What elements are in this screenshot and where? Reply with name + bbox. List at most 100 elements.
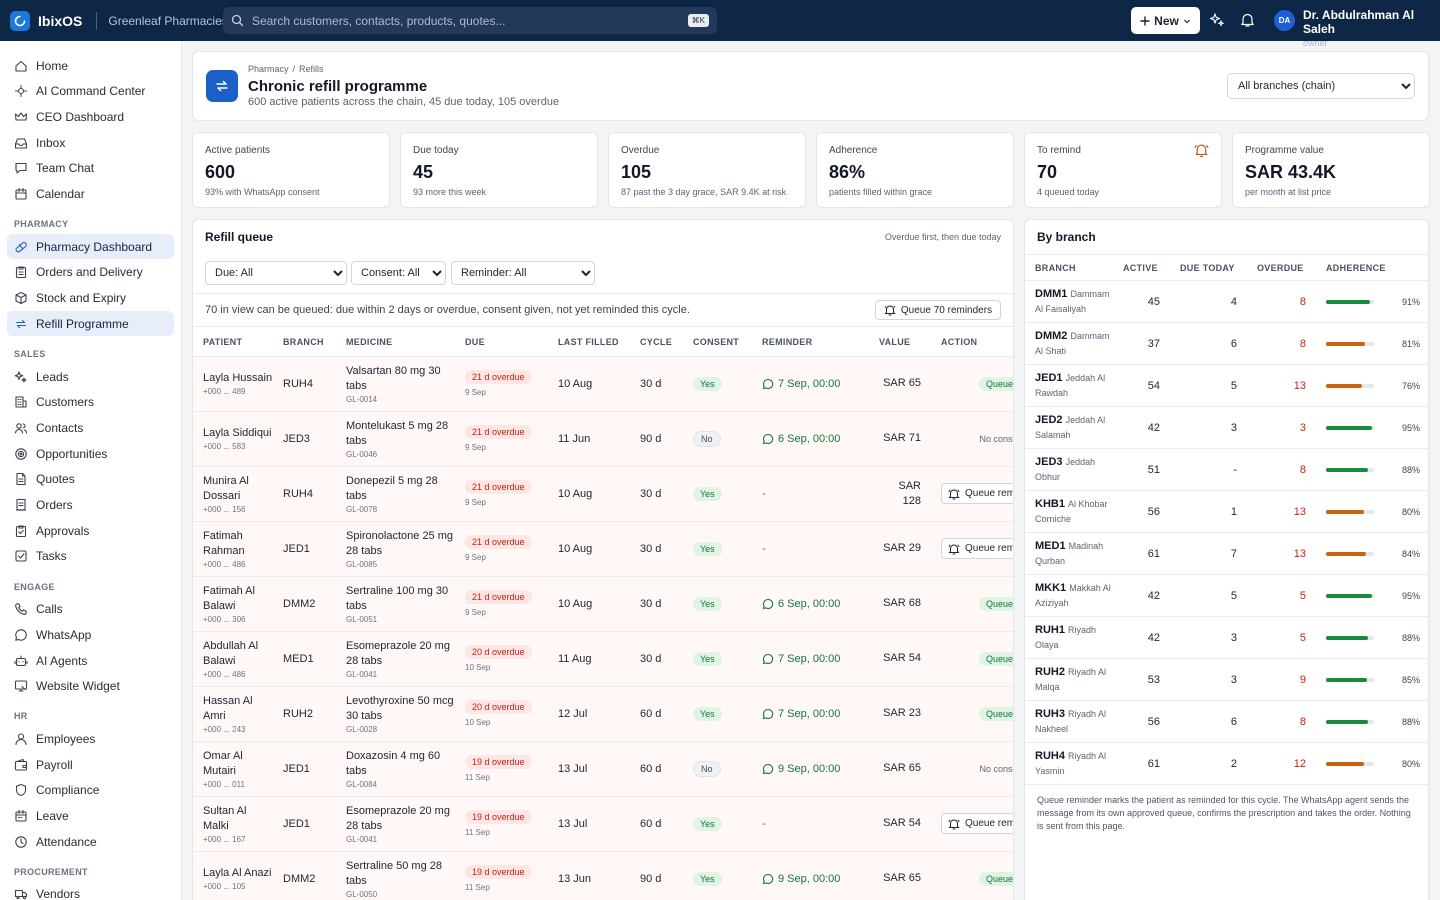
column-header-reminder[interactable]: REMINDER (752, 328, 869, 357)
sidebar-item-home[interactable]: Home (7, 53, 174, 78)
reminder-filter[interactable]: Reminder: All (451, 261, 595, 285)
search-input[interactable] (252, 13, 688, 28)
sidebar-item-orders[interactable]: Orders (7, 493, 174, 518)
column-header-action[interactable]: ACTION (931, 328, 1013, 357)
patient-name[interactable]: Hassan Al Amri (203, 694, 253, 722)
table-row[interactable]: Layla Siddiqui +000 ... 583 JED3 Montelukas… (193, 411, 1013, 467)
sidebar-item-employees[interactable]: Employees (7, 726, 174, 751)
patient-name[interactable]: Layla Siddiqui (203, 427, 272, 439)
global-search[interactable]: ⌘K (223, 7, 717, 34)
sidebar-item-inbox[interactable]: Inbox (7, 130, 174, 155)
due-filter[interactable]: Due: All (205, 261, 347, 285)
patient-name[interactable]: Omar Al Mutairi (203, 749, 243, 777)
table-row[interactable]: Munira Al Dossari +000 ... 156 RUH4 Donepez… (193, 466, 1013, 522)
kpi-card-programme-value[interactable]: Programme value SAR 43.4K per month at lis… (1232, 132, 1430, 208)
breadcrumb-pharmacy[interactable]: Pharmacy (248, 64, 289, 74)
sidebar-item-opportunities[interactable]: Opportunities (7, 441, 174, 466)
column-header-due[interactable]: DUE (455, 328, 548, 357)
patient-name[interactable]: Munira Al Dossari (203, 474, 249, 502)
branch-column-active[interactable]: ACTIVE (1113, 254, 1170, 281)
patient-name[interactable]: Abdullah Al Balawi (203, 639, 259, 667)
queue-reminder-button[interactable]: Queue reminder (941, 813, 1013, 834)
user-avatar[interactable]: DA (1274, 10, 1295, 31)
patient-name[interactable]: Layla Al Anazi (203, 867, 272, 879)
branch-column-overdue[interactable]: OVERDUE (1247, 254, 1316, 281)
sparkle-icon[interactable] (1209, 12, 1225, 28)
branch-column-adherence[interactable]: ADHERENCE (1316, 254, 1428, 281)
column-header-cycle[interactable]: CYCLE (630, 328, 683, 357)
sidebar-item-website-widget[interactable]: Website Widget (7, 674, 174, 699)
branch-row[interactable]: MED1 Madinah Qurban 61 7 13 84% (1025, 532, 1428, 575)
column-header-value[interactable]: VALUE (869, 328, 931, 357)
queue-all-reminders-button[interactable]: Queue 70 reminders (875, 300, 1001, 320)
sidebar-item-attendance[interactable]: Attendance (7, 829, 174, 854)
column-header-consent[interactable]: CONSENT (683, 328, 752, 357)
branch-column-due-today[interactable]: DUE TODAY (1170, 254, 1247, 281)
kpi-card-due-today[interactable]: Due today 45 93 more this week (400, 132, 598, 208)
queue-reminder-button[interactable]: Queue reminder (941, 538, 1013, 559)
sidebar-item-team-chat[interactable]: Team Chat (7, 156, 174, 181)
branch-row[interactable]: RUH4 Riyadh Al Yasmin 61 2 12 80% (1025, 742, 1428, 785)
branch-row[interactable]: JED2 Jeddah Al Salamah 42 3 3 95% (1025, 406, 1428, 449)
column-header-patient[interactable]: PATIENT (193, 328, 273, 357)
sidebar-item-calendar[interactable]: Calendar (7, 182, 174, 207)
branch-row[interactable]: RUH2 Riyadh Al Malqa 53 3 9 85% (1025, 658, 1428, 701)
sidebar-item-leave[interactable]: Leave (7, 804, 174, 829)
branch-row[interactable]: MKK1 Makkah Al Aziziyah 42 5 5 95% (1025, 574, 1428, 617)
sidebar-item-pharmacy-dashboard[interactable]: Pharmacy Dashboard (7, 234, 174, 260)
patient-name[interactable]: Fatimah Rahman (203, 529, 245, 557)
sidebar-item-stock-and-expiry[interactable]: Stock and Expiry (7, 286, 174, 311)
patient-name[interactable]: Fatimah Al Balawi (203, 584, 255, 612)
sidebar-item-refill-programme[interactable]: Refill Programme (7, 311, 174, 337)
org-name[interactable]: Greenleaf Pharmacies (108, 13, 228, 28)
bell-icon[interactable] (1240, 12, 1255, 28)
table-row[interactable]: Layla Hussain +000 ... 489 RUH4 Valsartan 8… (193, 356, 1013, 412)
table-row[interactable]: Omar Al Mutairi +000 ... 011 JED1 Doxazosin… (193, 741, 1013, 797)
app-logo[interactable]: IbixOS (10, 10, 82, 31)
table-row[interactable]: Sultan Al Malki +000 ... 167 JED1 Esomepraz… (193, 796, 1013, 852)
sidebar-item-quotes[interactable]: Quotes (7, 467, 174, 492)
table-row[interactable]: Layla Al Anazi +000 ... 105 DMM2 Sertraline… (193, 851, 1013, 900)
table-row[interactable]: Hassan Al Amri +000 ... 243 RUH2 Levothyrox… (193, 686, 1013, 742)
sidebar-item-ceo-dashboard[interactable]: CEO Dashboard (7, 104, 174, 129)
sidebar-item-approvals[interactable]: Approvals (7, 518, 174, 543)
branch-row[interactable]: JED1 Jeddah Al Rawdah 54 5 13 76% (1025, 364, 1428, 407)
branch-row[interactable]: JED3 Jeddah Obhur 51-8 88% (1025, 448, 1428, 491)
branch-row[interactable]: RUH1 Riyadh Olaya 42 3 5 88% (1025, 616, 1428, 659)
queue-reminder-button[interactable]: Queue reminder (941, 483, 1013, 504)
branch-row[interactable]: DMM1 Dammam Al Faisaliyah 45 4 8 91% (1025, 280, 1428, 323)
sidebar-item-compliance[interactable]: Compliance (7, 778, 174, 803)
branch-row[interactable]: DMM2 Dammam Al Shati 37 6 8 81% (1025, 322, 1428, 365)
patient-name[interactable]: Layla Hussain (203, 372, 273, 384)
sidebar-item-tasks[interactable]: Tasks (7, 544, 174, 569)
sidebar-item-leads[interactable]: Leads (7, 364, 174, 389)
whatsapp-icon (762, 378, 774, 389)
branch-column-branch[interactable]: BRANCH (1025, 254, 1113, 281)
kpi-card-active-patients[interactable]: Active patients 600 93% with WhatsApp cons… (192, 132, 390, 208)
table-row[interactable]: Abdullah Al Balawi +000 ... 486 MED1 Esomep… (193, 631, 1013, 687)
sidebar-item-ai-command-center[interactable]: AI Command Center (7, 79, 174, 104)
branch-row[interactable]: KHB1 Al Khobar Corniche 56 1 13 80% (1025, 490, 1428, 533)
sidebar-item-ai-agents[interactable]: AI Agents (7, 648, 174, 673)
sidebar-item-vendors[interactable]: Vendors (7, 882, 174, 900)
patient-name[interactable]: Sultan Al Malki (203, 804, 247, 832)
branch-row[interactable]: RUH3 Riyadh Al Nakheel 56 6 8 88% (1025, 700, 1428, 743)
kpi-card-overdue[interactable]: Overdue 105 87 past the 3 day grace, SAR 9… (608, 132, 806, 208)
branch-select[interactable]: All branches (chain) (1227, 73, 1415, 99)
kpi-card-to-remind[interactable]: To remind 70 4 queued today (1024, 132, 1222, 208)
sidebar-item-contacts[interactable]: Contacts (7, 415, 174, 440)
table-row[interactable]: Fatimah Rahman +000 ... 486 JED1 Spironolac… (193, 521, 1013, 577)
column-header-last-filled[interactable]: LAST FILLED (548, 328, 630, 357)
sidebar-item-calls[interactable]: Calls (7, 597, 174, 622)
sidebar-item-customers[interactable]: Customers (7, 390, 174, 415)
new-button[interactable]: New (1131, 7, 1200, 34)
user-menu[interactable]: Dr. Abdulrahman Al Saleh owner (1303, 8, 1440, 48)
table-row[interactable]: Fatimah Al Balawi +000 ... 306 DMM2 Sertral… (193, 576, 1013, 632)
sidebar-item-payroll[interactable]: Payroll (7, 752, 174, 777)
column-header-medicine[interactable]: MEDICINE (336, 328, 455, 357)
sidebar-item-whatsapp[interactable]: WhatsApp (7, 622, 174, 647)
consent-filter[interactable]: Consent: All (351, 261, 446, 285)
kpi-card-adherence[interactable]: Adherence 86% patients filled within grace (816, 132, 1014, 208)
sidebar-item-orders-and-delivery[interactable]: Orders and Delivery (7, 260, 174, 285)
column-header-branch[interactable]: BRANCH (273, 328, 336, 357)
